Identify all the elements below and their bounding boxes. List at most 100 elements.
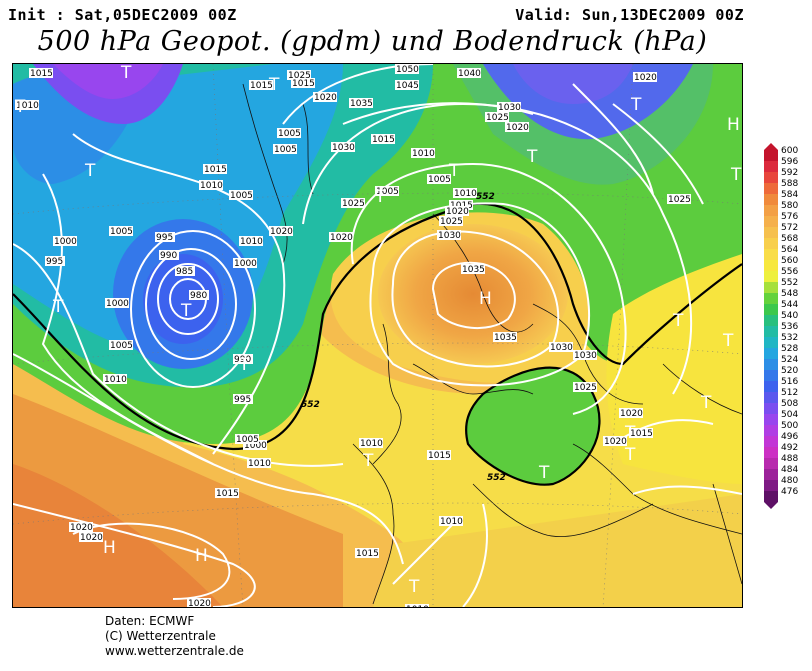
isobar-label: 1020: [505, 122, 529, 133]
colorbar-level-label: 580: [781, 201, 799, 211]
colorbar-cell: 516: [764, 377, 798, 392]
isobar-label: 1020: [633, 72, 657, 83]
svg-text:1000: 1000: [244, 441, 267, 451]
isobar-label: 1020: [79, 532, 103, 543]
low-symbol: T: [374, 187, 386, 207]
colorbar-level-label: 484: [781, 465, 799, 475]
svg-text:1015: 1015: [372, 135, 395, 145]
credits: Daten: ECMWF (C) Wetterzentrale www.wett…: [105, 614, 244, 659]
colorbar-cell: 484: [764, 465, 798, 480]
isobar-label: 1020: [329, 232, 353, 243]
svg-text:980: 980: [190, 291, 207, 301]
low-symbol: T: [538, 463, 550, 483]
svg-text:1020: 1020: [80, 533, 103, 543]
isobar-label: 1045: [395, 80, 419, 91]
low-symbol: T: [268, 75, 280, 95]
colorbar-level-label: 476: [781, 487, 799, 497]
colorbar-cell: 592: [764, 168, 798, 183]
low-symbol: T: [630, 95, 642, 115]
svg-text:1010: 1010: [440, 517, 463, 527]
isobar-label: 1015: [29, 68, 53, 79]
svg-text:1020: 1020: [634, 73, 657, 83]
colorbar-cell: 568: [764, 234, 798, 249]
isobar-label: 1025: [341, 198, 365, 209]
colorbar-cell: 580: [764, 201, 798, 216]
svg-text:1010: 1010: [454, 189, 477, 199]
colorbar-level-label: 548: [781, 289, 799, 299]
svg-text:1045: 1045: [396, 81, 419, 91]
isobar-label: 1035: [493, 332, 517, 343]
colorbar-cell: 552: [764, 278, 798, 293]
isobar-label: 1015: [215, 488, 239, 499]
low-symbol: T: [14, 97, 26, 117]
svg-text:985: 985: [176, 267, 193, 277]
isobar-label: 1000: [105, 298, 129, 309]
low-symbol: T: [408, 577, 420, 597]
colorbar-level-label: 560: [781, 256, 799, 266]
svg-text:1015: 1015: [30, 69, 53, 79]
colorbar-level-label: 488: [781, 454, 799, 464]
isobar-label: 1015: [249, 80, 273, 91]
svg-text:1010: 1010: [240, 237, 263, 247]
colorbar-cell: 596: [764, 157, 798, 172]
isobar-label: 1000: [233, 258, 257, 269]
svg-text:1020: 1020: [446, 207, 469, 217]
colorbar-cell: 480: [764, 476, 798, 491]
colorbar-cell: 528: [764, 344, 798, 359]
isobar-label: 1010: [199, 180, 223, 191]
colorbar-cell: 556: [764, 267, 798, 282]
svg-text:1010: 1010: [360, 439, 383, 449]
colorbar-cell: 536: [764, 322, 798, 337]
colorbar-cell: 476: [764, 487, 798, 502]
colorbar-level-label: 568: [781, 234, 799, 244]
svg-text:995: 995: [156, 233, 173, 243]
isobar-label: 1015: [203, 164, 227, 175]
contour-552-label: 552: [301, 400, 320, 410]
isobar-label: 1015: [355, 548, 379, 559]
colorbar-cell: 532: [764, 333, 798, 348]
colorbar-top-arrow: [764, 143, 778, 150]
isobar-label: 1005: [229, 190, 253, 201]
field-blue-core: [143, 254, 223, 344]
low-symbol: T: [672, 311, 684, 331]
colorbar-cell: 564: [764, 245, 798, 260]
colorbar-level-label: 572: [781, 223, 799, 233]
isobar-label: 1030: [573, 350, 597, 361]
svg-text:1005: 1005: [376, 187, 399, 197]
low-symbol: T: [52, 297, 64, 317]
low-symbol: T: [624, 423, 636, 443]
isobar-label: 1005: [235, 434, 259, 445]
isobar-label: 1030: [549, 342, 573, 353]
field-ne-bluehaze: [453, 64, 713, 185]
init-time-label: Init : Sat,05DEC2009 00Z: [8, 6, 237, 24]
colorbar-level-label: 588: [781, 179, 799, 189]
isobar-label: 990: [233, 354, 253, 365]
svg-text:1040: 1040: [458, 69, 481, 79]
contour-552-labels: 552 552 552: [301, 192, 506, 483]
isobar-label: 1005: [277, 128, 301, 139]
colorbar-cell: 588: [764, 179, 798, 194]
colorbar-level-label: 564: [781, 245, 799, 255]
isobar-label: 1030: [497, 102, 521, 113]
svg-text:1030: 1030: [574, 351, 597, 361]
isobar-label: 1030: [437, 230, 461, 241]
colorbar-level-label: 544: [781, 300, 799, 310]
svg-text:1025: 1025: [288, 71, 311, 81]
contour-552-label: 552: [476, 192, 495, 202]
colorbar-cell: 584: [764, 190, 798, 205]
colorbar-level-label: 520: [781, 366, 799, 376]
colorbar-cell: 520: [764, 366, 798, 381]
colorbar-level-label: 480: [781, 476, 799, 486]
isobar-label: 1005: [109, 340, 133, 351]
isobar-label: 1005: [109, 226, 133, 237]
isobar-label: 995: [45, 256, 65, 267]
isobar-labels: 1015 1010 1015 1025 1015 1020 1050 1045 …: [15, 64, 691, 607]
svg-text:1000: 1000: [234, 259, 257, 269]
colorbar-cell: 572: [764, 223, 798, 238]
isobar-label: 995: [233, 394, 253, 405]
isobar-label: 1015: [629, 428, 653, 439]
svg-text:1010: 1010: [248, 459, 271, 469]
field-se-yellow: [373, 494, 742, 607]
colorbar-cell: 496: [764, 432, 798, 447]
isobar-label: 985: [175, 266, 195, 277]
